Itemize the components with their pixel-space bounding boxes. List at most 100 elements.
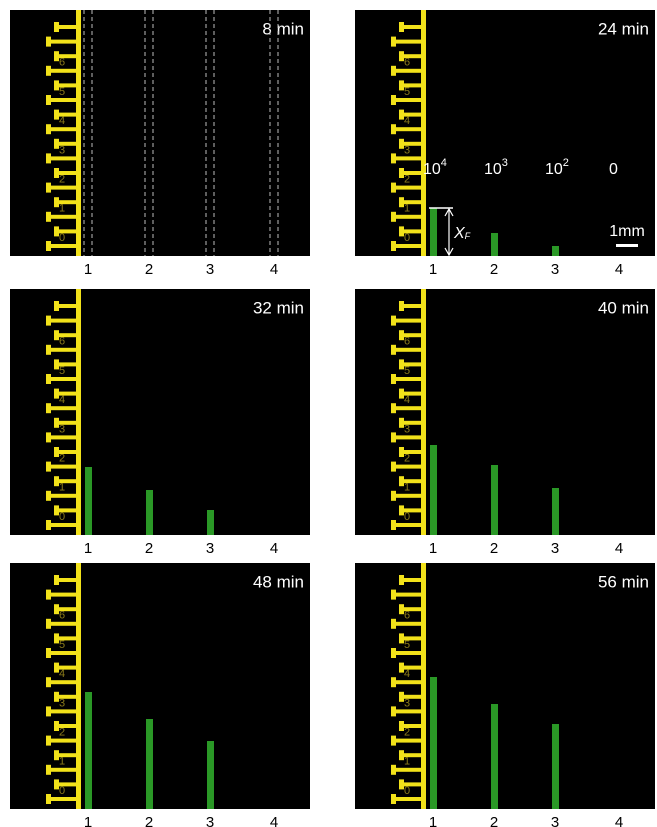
image-background bbox=[10, 563, 310, 809]
ruler-tick-end bbox=[54, 388, 59, 399]
ruler-label: 0 bbox=[59, 232, 65, 244]
image-background bbox=[10, 10, 310, 256]
ruler-tick-end bbox=[399, 662, 404, 673]
ruler-tick-end bbox=[399, 138, 404, 149]
ruler-tick-end bbox=[399, 330, 404, 341]
ruler-tick-end bbox=[391, 95, 396, 105]
ruler-tick-end bbox=[54, 138, 59, 149]
ruler-tick-end bbox=[46, 65, 51, 76]
ruler-tick-end bbox=[54, 721, 59, 731]
ruler-tick bbox=[403, 607, 421, 612]
ruler-tick-end bbox=[399, 721, 404, 731]
lane-label: 4 bbox=[615, 261, 623, 278]
ruler-tick bbox=[58, 391, 76, 396]
ruler-tick bbox=[403, 304, 421, 308]
ruler-label: 6 bbox=[59, 610, 65, 622]
ruler-tick bbox=[58, 694, 76, 699]
ruler-label: 6 bbox=[404, 336, 410, 348]
ruler-tick-end bbox=[46, 95, 51, 105]
ruler-tick bbox=[395, 68, 421, 73]
ruler-tick bbox=[403, 694, 421, 699]
ruler-tick bbox=[403, 25, 421, 29]
lane-label: 1 bbox=[84, 814, 92, 827]
ruler-tick-end bbox=[391, 211, 396, 222]
ruler-tick bbox=[395, 156, 421, 161]
ruler-tick-end bbox=[391, 182, 396, 193]
ruler-tick-end bbox=[46, 241, 51, 251]
fluorescence-band bbox=[430, 445, 437, 535]
ruler-tick bbox=[395, 347, 421, 352]
ruler-label: 5 bbox=[404, 365, 410, 377]
lane-label: 1 bbox=[429, 540, 437, 557]
lane-label: 1 bbox=[84, 261, 92, 278]
fluorescence-band bbox=[491, 704, 498, 809]
ruler-tick-end bbox=[46, 211, 51, 222]
ruler-tick bbox=[50, 767, 76, 772]
lane-label: 4 bbox=[270, 261, 278, 278]
ruler-tick-end bbox=[391, 153, 396, 164]
ruler-tick-end bbox=[399, 633, 404, 644]
ruler-label: 1 bbox=[404, 756, 410, 768]
ruler-tick-end bbox=[391, 589, 396, 600]
time-label: 48 min bbox=[253, 572, 304, 591]
ruler-tick bbox=[403, 508, 421, 513]
concentration-base: 10 bbox=[423, 161, 441, 178]
ruler-tick-end bbox=[46, 735, 51, 746]
concentration-exponent: 4 bbox=[441, 157, 447, 169]
ruler-tick bbox=[50, 318, 76, 323]
ruler-tick-end bbox=[391, 648, 396, 658]
ruler-tick bbox=[403, 83, 421, 88]
ruler-tick-end bbox=[46, 182, 51, 193]
ruler-tick-end bbox=[54, 505, 59, 516]
ruler-tick bbox=[395, 435, 421, 440]
concentration-label: 103 bbox=[484, 157, 508, 178]
ruler-tick bbox=[395, 185, 421, 190]
ruler-tick-end bbox=[391, 706, 396, 717]
ruler-tick-end bbox=[391, 65, 396, 76]
ruler-bar bbox=[421, 563, 426, 809]
ruler-tick bbox=[50, 244, 76, 248]
ruler-tick bbox=[403, 450, 421, 454]
ruler-tick-end bbox=[54, 779, 59, 790]
ruler-tick bbox=[395, 592, 421, 597]
ruler-label: 3 bbox=[404, 697, 410, 709]
ruler-tick-end bbox=[399, 447, 404, 457]
ruler-tick bbox=[50, 68, 76, 73]
ruler-tick-end bbox=[54, 633, 59, 644]
ruler-tick-end bbox=[46, 706, 51, 717]
ruler-tick-end bbox=[46, 490, 51, 501]
ruler-tick-end bbox=[54, 691, 59, 702]
ruler-tick-end bbox=[54, 575, 59, 585]
ruler-tick bbox=[395, 651, 421, 655]
ruler-label: 4 bbox=[404, 115, 410, 127]
ruler-label: 5 bbox=[404, 639, 410, 651]
ruler-tick bbox=[50, 680, 76, 685]
fluorescence-band bbox=[552, 488, 559, 535]
ruler-tick-end bbox=[46, 403, 51, 414]
ruler-tick bbox=[58, 229, 76, 234]
lane-label: 4 bbox=[615, 814, 623, 827]
ruler-tick-end bbox=[399, 417, 404, 428]
ruler-tick-end bbox=[46, 589, 51, 600]
ruler-tick-end bbox=[54, 197, 59, 208]
ruler-label: 2 bbox=[404, 174, 410, 186]
ruler-label: 5 bbox=[59, 86, 65, 98]
ruler-tick bbox=[403, 141, 421, 146]
panel: 0 1 2 3 4 5 6 56 min 1 2 3 4 bbox=[355, 563, 655, 827]
lane-label: 3 bbox=[206, 261, 214, 278]
front-symbol: X bbox=[453, 225, 466, 242]
ruler-tick bbox=[403, 229, 421, 234]
ruler-tick bbox=[50, 464, 76, 469]
fluorescence-band bbox=[146, 719, 153, 809]
ruler-tick bbox=[58, 25, 76, 29]
ruler-tick bbox=[50, 406, 76, 411]
ruler-tick-end bbox=[399, 575, 404, 585]
lane-label: 2 bbox=[145, 540, 153, 557]
ruler-label: 3 bbox=[59, 697, 65, 709]
ruler-tick-end bbox=[54, 109, 59, 120]
ruler-tick bbox=[395, 406, 421, 411]
image-background bbox=[355, 563, 655, 809]
ruler-label: 3 bbox=[59, 423, 65, 435]
ruler-tick-end bbox=[399, 476, 404, 487]
